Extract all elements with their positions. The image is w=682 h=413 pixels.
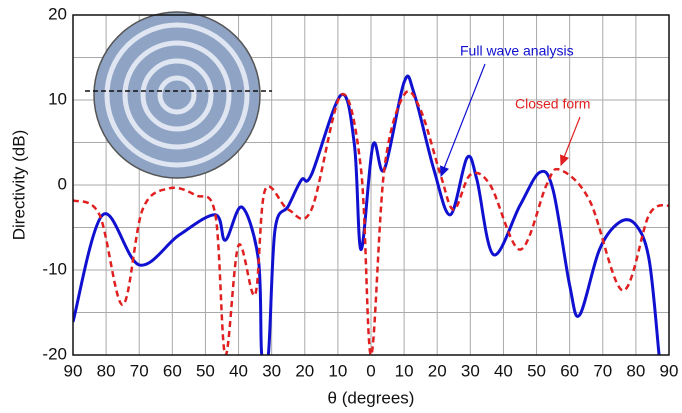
annotation-arrow <box>560 116 581 167</box>
x-axis-label: θ (degrees) <box>328 388 415 407</box>
x-tick-label: 60 <box>163 361 182 380</box>
x-tick-label: 10 <box>328 361 347 380</box>
x-tick-label: 90 <box>660 361 679 380</box>
y-tick-label: 20 <box>48 4 67 23</box>
x-tick-label: 80 <box>97 361 116 380</box>
x-tick-label: 50 <box>196 361 215 380</box>
x-tick-label: 0 <box>366 361 375 380</box>
x-tick-label: 60 <box>560 361 579 380</box>
x-tick-label: 20 <box>428 361 447 380</box>
x-tick-label: 70 <box>593 361 612 380</box>
inset-image <box>85 11 272 179</box>
x-tick-label: 20 <box>295 361 314 380</box>
plot-lines <box>73 74 669 355</box>
series-line <box>73 89 669 355</box>
x-tick-label: 80 <box>626 361 645 380</box>
y-axis-label: Directivity (dB) <box>9 130 28 241</box>
x-tick-label: 40 <box>229 361 248 380</box>
x-tick-label: 40 <box>494 361 513 380</box>
plot-frame <box>72 14 670 356</box>
series-line <box>73 74 661 355</box>
x-tick-label: 90 <box>64 361 83 380</box>
x-tick-label: 50 <box>527 361 546 380</box>
x-tick-label: 10 <box>395 361 414 380</box>
x-tick-label: 30 <box>461 361 480 380</box>
annotation-arrow <box>440 63 486 178</box>
y-tick-label: -10 <box>42 259 67 278</box>
series-annotation: Full wave analysis <box>460 43 574 59</box>
y-tick-label: 0 <box>58 174 67 193</box>
y-tick-label: -20 <box>42 344 67 363</box>
series-annotation: Closed form <box>515 96 590 112</box>
x-tick-label: 70 <box>130 361 149 380</box>
x-tick-label: 30 <box>262 361 281 380</box>
y-tick-label: 10 <box>48 89 67 108</box>
